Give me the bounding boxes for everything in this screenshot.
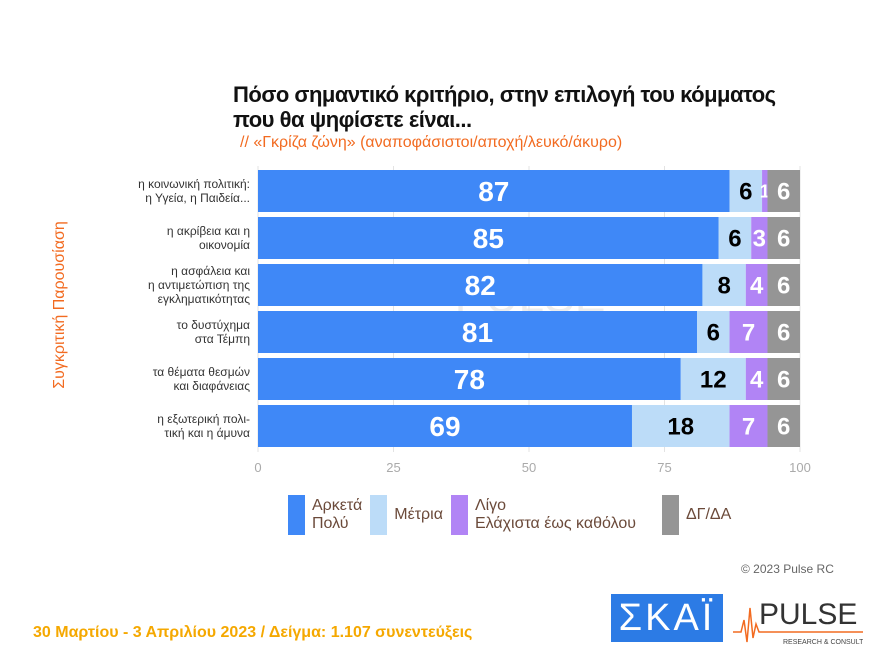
category-label: το δυστύχημα: [177, 318, 250, 332]
legend-item: Αρκετά Πολύ: [288, 495, 362, 535]
legend-swatch: [370, 495, 388, 535]
data-label: 6: [707, 320, 720, 347]
data-label: 18: [667, 414, 694, 441]
bar-segment: [751, 217, 768, 259]
title-line-1: Πόσο σημαντικό κριτήριο, στην επιλογή το…: [233, 82, 776, 107]
bar-segment: [680, 358, 746, 400]
legend: Αρκετά Πολύ Μέτρια Λίγο Ελάχιστα έως καθόλου…: [288, 495, 739, 535]
legend-label: Λίγο Ελάχιστα έως καθόλου: [474, 497, 636, 532]
bar-segment: [767, 358, 800, 400]
data-label: 7: [742, 320, 755, 347]
data-label: 4: [750, 273, 764, 300]
legend-label: Αρκετά Πολύ: [312, 497, 363, 532]
category-label: η Υγεία, η Παιδεία...: [145, 191, 250, 205]
copyright: © 2023 Pulse RC: [741, 562, 834, 576]
legend-swatch: [450, 495, 468, 535]
bar-segment: [767, 264, 800, 306]
bar-segment: [258, 217, 719, 259]
bar-segment: [258, 311, 698, 353]
chart-title: Πόσο σημαντικό κριτήριο, στην επιλογή το…: [233, 82, 776, 132]
legend-item: Λίγο Ελάχιστα έως καθόλου: [450, 495, 636, 535]
category-label: οικονομία: [199, 238, 250, 252]
data-label: 6: [777, 179, 790, 206]
category-label: η κοινωνική πολιτική:: [138, 177, 250, 191]
bar-segment: [729, 170, 763, 212]
legend-item: Μέτρια: [370, 495, 443, 535]
bar-segment: [745, 358, 768, 400]
data-label: 6: [777, 414, 790, 441]
data-label: 85: [473, 223, 504, 254]
data-label: 6: [739, 179, 752, 206]
category-label: στα Τέμπη: [195, 332, 250, 346]
chart-area: PULSE0255075100η κοινωνική πολιτική:η Υγ…: [138, 166, 811, 475]
data-label: 69: [429, 411, 460, 442]
footer-fieldwork: 30 Μαρτίου - 3 Απριλίου 2023 / Δείγμα: 1…: [33, 624, 473, 641]
bar-segment: [258, 358, 681, 400]
x-tick-label: 0: [254, 460, 261, 475]
legend-swatch: [288, 495, 305, 535]
bar-segment: [697, 311, 730, 353]
data-label: 6: [777, 320, 790, 347]
bar-segment: [718, 217, 752, 259]
svg-text:RESEARCH & CONSULTING: RESEARCH & CONSULTING: [783, 639, 863, 646]
legend-swatch: [661, 495, 679, 535]
x-tick-label: 100: [789, 460, 811, 475]
data-label: 87: [478, 176, 509, 207]
category-label: τική και η άμυνα: [164, 426, 250, 440]
category-label: η ακρίβεια και η: [167, 224, 250, 238]
category-label: η αντιμετώπιση της: [148, 278, 250, 292]
svg-text:PULSE: PULSE: [759, 598, 857, 631]
data-label: 8: [717, 273, 730, 300]
title-line-2: που θα ψηφίσετε είναι...: [233, 107, 472, 132]
legend-label: ΔΓ/ΔΑ: [685, 506, 732, 523]
legend-item: ΔΓ/ΔΑ: [661, 495, 732, 535]
bar-segment: [729, 405, 768, 447]
data-label: 78: [454, 364, 485, 395]
x-tick-label: 75: [657, 460, 671, 475]
category-label: τα θέματα θεσμών: [153, 365, 250, 379]
data-label: 82: [465, 270, 496, 301]
pulse-logo: PULSE RESEARCH & CONSULTING: [733, 598, 863, 646]
category-label: και διαφάνειας: [173, 379, 250, 393]
bar-segment: [767, 405, 800, 447]
chart-subtitle: // «Γκρίζα ζώνη» (αναποφάσιστοι/αποχή/λε…: [240, 134, 623, 151]
bar-segment: [631, 405, 730, 447]
bar-segment: [745, 264, 768, 306]
bar-segment: [767, 217, 800, 259]
category-label: η εξωτερική πολι-: [157, 412, 250, 426]
bar-segment: [767, 170, 800, 212]
data-label: 81: [462, 317, 493, 348]
data-label: 6: [728, 226, 741, 253]
x-tick-label: 50: [522, 460, 536, 475]
category-label: εγκληματικότητας: [158, 292, 251, 306]
data-label: 1: [760, 181, 770, 201]
data-label: 7: [742, 414, 755, 441]
data-label: 6: [777, 273, 790, 300]
bar-segment: [729, 311, 768, 353]
bar-segment: [762, 170, 768, 212]
skai-logo: ΣΚΑΪ: [611, 594, 723, 642]
bar-segment: [702, 264, 746, 306]
category-label: η ασφάλεια και: [171, 264, 250, 278]
data-label: 6: [777, 367, 790, 394]
bar-segment: [258, 405, 632, 447]
bar-segment: [258, 170, 730, 212]
x-tick-label: 25: [386, 460, 400, 475]
data-label: 3: [753, 226, 766, 253]
legend-label: Μέτρια: [394, 506, 443, 523]
bar-segment: [767, 311, 800, 353]
data-label: 4: [750, 367, 764, 394]
bar-segment: [258, 264, 703, 306]
data-label: 12: [700, 367, 727, 394]
data-label: 6: [777, 226, 790, 253]
